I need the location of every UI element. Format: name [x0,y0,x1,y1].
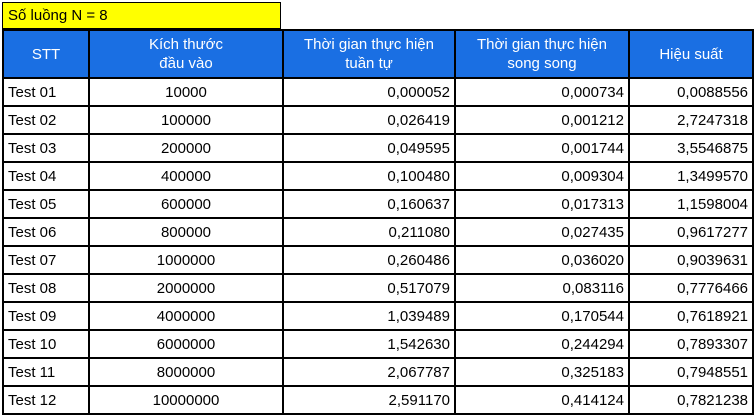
table-body: Test 01 10000 0,000052 0,000734 0,0088556 Tes… [2,77,754,415]
table-row: Test 07 1000000 0,260486 0,036020 0,9039631 [2,245,754,275]
cell-efficiency: 0,0088556 [628,77,754,107]
table-row: Test 09 4000000 1,039489 0,170544 0,7618921 [2,301,754,331]
cell-parallel-time: 0,325183 [454,357,630,387]
cell-parallel-time: 0,017313 [454,189,630,219]
header-row: STT Kích thước đầu vào Thời gian thực hiệ… [2,29,754,79]
table-row: Test 12 10000000 2,591170 0,414124 0,7821238 [2,385,754,415]
cell-stt: Test 04 [2,161,90,191]
cell-sequential-time: 0,211080 [282,217,456,247]
table-row: Test 02 100000 0,026419 0,001212 2,7247318 [2,105,754,135]
cell-efficiency: 1,3499570 [628,161,754,191]
cell-efficiency: 0,7776466 [628,273,754,303]
cell-stt: Test 10 [2,329,90,359]
cell-sequential-time: 0,160637 [282,189,456,219]
cell-stt: Test 08 [2,273,90,303]
cell-stt: Test 01 [2,77,90,107]
cell-stt: Test 03 [2,133,90,163]
cell-efficiency: 0,9617277 [628,217,754,247]
cell-input-size: 1000000 [88,245,284,275]
cell-input-size: 10000 [88,77,284,107]
cell-sequential-time: 1,039489 [282,301,456,331]
cell-efficiency: 1,1598004 [628,189,754,219]
cell-input-size: 6000000 [88,329,284,359]
cell-sequential-time: 0,100480 [282,161,456,191]
cell-stt: Test 06 [2,217,90,247]
cell-stt: Test 02 [2,105,90,135]
table-row: Test 08 2000000 0,517079 0,083116 0,7776466 [2,273,754,303]
table-row: Test 11 8000000 2,067787 0,325183 0,7948551 [2,357,754,387]
cell-parallel-time: 0,083116 [454,273,630,303]
cell-parallel-time: 0,001744 [454,133,630,163]
cell-stt: Test 11 [2,357,90,387]
cell-parallel-time: 0,036020 [454,245,630,275]
cell-sequential-time: 0,260486 [282,245,456,275]
cell-input-size: 4000000 [88,301,284,331]
cell-input-size: 2000000 [88,273,284,303]
cell-efficiency: 3,5546875 [628,133,754,163]
cell-efficiency: 0,7821238 [628,385,754,415]
cell-input-size: 10000000 [88,385,284,415]
header-sequential-time: Thời gian thực hiện tuần tự [282,29,456,79]
cell-sequential-time: 0,000052 [282,77,456,107]
cell-input-size: 400000 [88,161,284,191]
cell-sequential-time: 0,517079 [282,273,456,303]
table-row: Test 03 200000 0,049595 0,001744 3,5546875 [2,133,754,163]
cell-input-size: 600000 [88,189,284,219]
cell-parallel-time: 0,170544 [454,301,630,331]
cell-efficiency: 0,7948551 [628,357,754,387]
cell-efficiency: 0,7618921 [628,301,754,331]
cell-stt: Test 09 [2,301,90,331]
header-efficiency: Hiệu suất [628,29,754,79]
cell-input-size: 8000000 [88,357,284,387]
cell-parallel-time: 0,000734 [454,77,630,107]
cell-input-size: 800000 [88,217,284,247]
cell-parallel-time: 0,001212 [454,105,630,135]
thread-count-label: Số luồng N = 8 [2,2,281,29]
table-row: Test 05 600000 0,160637 0,017313 1,1598004 [2,189,754,219]
header-stt: STT [2,29,90,79]
cell-sequential-time: 1,542630 [282,329,456,359]
cell-parallel-time: 0,027435 [454,217,630,247]
cell-efficiency: 2,7247318 [628,105,754,135]
cell-parallel-time: 0,244294 [454,329,630,359]
benchmark-table: STT Kích thước đầu vào Thời gian thực hiệ… [2,29,754,415]
cell-efficiency: 0,9039631 [628,245,754,275]
table-row: Test 04 400000 0,100480 0,009304 1,3499570 [2,161,754,191]
cell-parallel-time: 0,009304 [454,161,630,191]
cell-input-size: 100000 [88,105,284,135]
cell-sequential-time: 2,591170 [282,385,456,415]
cell-stt: Test 07 [2,245,90,275]
cell-stt: Test 12 [2,385,90,415]
cell-sequential-time: 2,067787 [282,357,456,387]
table-row: Test 06 800000 0,211080 0,027435 0,9617277 [2,217,754,247]
header-input-size: Kích thước đầu vào [88,29,284,79]
cell-parallel-time: 0,414124 [454,385,630,415]
cell-sequential-time: 0,049595 [282,133,456,163]
table-row: Test 01 10000 0,000052 0,000734 0,0088556 [2,77,754,107]
header-parallel-time: Thời gian thực hiện song song [454,29,630,79]
cell-input-size: 200000 [88,133,284,163]
table-row: Test 10 6000000 1,542630 0,244294 0,7893307 [2,329,754,359]
cell-sequential-time: 0,026419 [282,105,456,135]
cell-stt: Test 05 [2,189,90,219]
cell-efficiency: 0,7893307 [628,329,754,359]
